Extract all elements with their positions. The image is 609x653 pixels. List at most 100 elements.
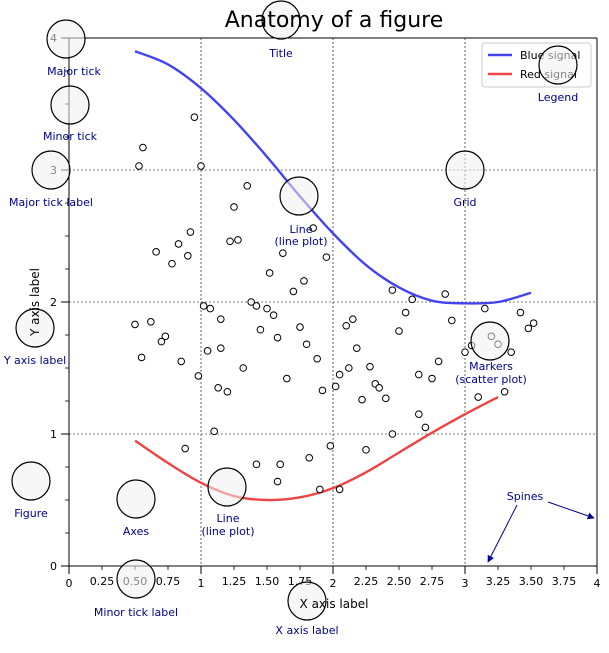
major-x-tick-label: 4	[594, 577, 601, 590]
scatter-marker	[345, 364, 353, 372]
minor-x-tick-label: 1.25	[222, 575, 247, 588]
scatter-marker	[434, 357, 443, 366]
scatter-marker	[322, 253, 331, 261]
scatter-marker	[415, 410, 423, 419]
grid-annotation: Grid	[453, 196, 476, 209]
major-y-tick-label: 0	[50, 560, 57, 573]
minor-x-tick-label: 3.50	[519, 575, 544, 588]
figure-annotation: Figure	[14, 507, 48, 520]
grid-highlight	[445, 150, 485, 190]
major-tick-label-annotation: Major tick label	[9, 196, 93, 209]
scatter-marker	[461, 348, 469, 356]
scatter-marker	[186, 228, 195, 236]
scatter-marker	[263, 304, 271, 313]
scatter-marker	[335, 485, 344, 494]
scatter-marker	[352, 344, 361, 353]
scatter-marker	[326, 442, 335, 450]
minor-x-tick-label: 2.75	[420, 575, 445, 588]
annotations: Title Major tick Minor tick Major tick labe…	[3, 47, 595, 637]
line-red-annotation: Line	[217, 512, 240, 525]
scatter-marker	[252, 302, 261, 310]
scatter-marker	[184, 252, 192, 260]
figure-highlight	[11, 461, 51, 501]
line-blue-annotation-sub: (line plot)	[274, 235, 327, 248]
annotation-highlights	[11, 0, 578, 621]
scatter-marker	[199, 302, 208, 310]
scatter-marker	[197, 162, 205, 170]
scatter-marker	[401, 308, 410, 317]
scatter-marker	[289, 287, 298, 296]
scatter-marker	[214, 384, 222, 392]
titles: Anatomy of a figure X axis label Y axis …	[28, 8, 443, 611]
minor-tick-label-highlight	[116, 559, 156, 599]
scatter-marker	[507, 348, 516, 356]
scatter-marker	[161, 332, 170, 341]
scatter-marker	[239, 364, 248, 372]
axes-highlight	[116, 479, 156, 519]
scatter-marker	[305, 453, 314, 462]
chart-title: Anatomy of a figure	[225, 8, 444, 33]
scatter-marker	[243, 182, 251, 190]
scatter-marker	[152, 248, 160, 256]
scatter-marker	[190, 113, 199, 121]
scatter-marker	[448, 316, 456, 325]
scatter-marker	[358, 395, 366, 404]
minor-x-tick-label: 3.75	[552, 575, 577, 588]
scatter-marker	[234, 236, 242, 244]
y-axis-label-highlight	[15, 308, 55, 348]
scatter-marker	[168, 259, 176, 268]
scatter-marker	[252, 460, 261, 469]
scatter-marker	[415, 370, 423, 379]
scatter-marker	[223, 387, 232, 396]
major-y-tick-label: 2	[50, 296, 57, 309]
minor-x-tick-label: 3.25	[486, 575, 511, 588]
scatter-marker	[395, 327, 403, 335]
scatter-marker	[335, 370, 344, 379]
minor-tick-highlight	[50, 85, 90, 125]
scatter-marker	[296, 323, 304, 331]
scatter-marker	[529, 319, 538, 327]
scatter-marker	[247, 298, 255, 306]
markers-annotation: Markers	[469, 360, 513, 373]
scatter-marker	[516, 308, 525, 317]
scatter-marker	[273, 477, 282, 486]
minor-x-tick-label: 2.50	[387, 575, 412, 588]
legend-annotation: Legend	[538, 91, 578, 104]
major-tick-label-highlight	[31, 150, 71, 190]
scatter-marker	[349, 315, 357, 323]
major-tick-annotation: Major tick	[47, 65, 101, 78]
scatter-marker	[309, 224, 318, 232]
scatter-marker	[316, 485, 324, 494]
minor-x-tick-label: 1.50	[255, 575, 280, 588]
scatter-marker	[206, 304, 215, 313]
minor-x-tick-label: 2.25	[354, 575, 379, 588]
scatter-marker	[174, 240, 183, 248]
minor-tick-annotation: Minor tick	[43, 130, 98, 143]
line-red-highlight	[207, 467, 247, 507]
scatter-marker	[474, 393, 483, 401]
scatter-marker	[135, 162, 143, 170]
minor-tick-label-annotation: Minor tick label	[94, 606, 178, 619]
grid	[69, 38, 597, 566]
scatter-marker	[362, 446, 370, 454]
markers-annotation-sub: (scatter plot)	[455, 373, 527, 386]
scatter-marker	[313, 354, 321, 363]
scatter-marker	[131, 320, 139, 329]
scatter-marker	[441, 290, 450, 298]
scatter-marker	[147, 318, 155, 326]
major-x-tick-label: 3	[462, 577, 469, 590]
title-annotation: Title	[268, 47, 293, 60]
scatter-marker	[194, 372, 203, 380]
scatter-marker	[500, 387, 509, 396]
spines-arrow	[547, 501, 595, 520]
scatter-marker	[428, 374, 436, 383]
scatter-marker	[210, 427, 218, 436]
scatter-marker	[273, 333, 282, 342]
scatter-marker	[139, 143, 147, 152]
scatter-marker	[256, 325, 265, 334]
x-axis-label-annotation: X axis label	[275, 624, 338, 637]
scatter-marker	[331, 382, 340, 391]
scatter-marker	[366, 362, 374, 371]
scatter-marker	[276, 460, 285, 469]
